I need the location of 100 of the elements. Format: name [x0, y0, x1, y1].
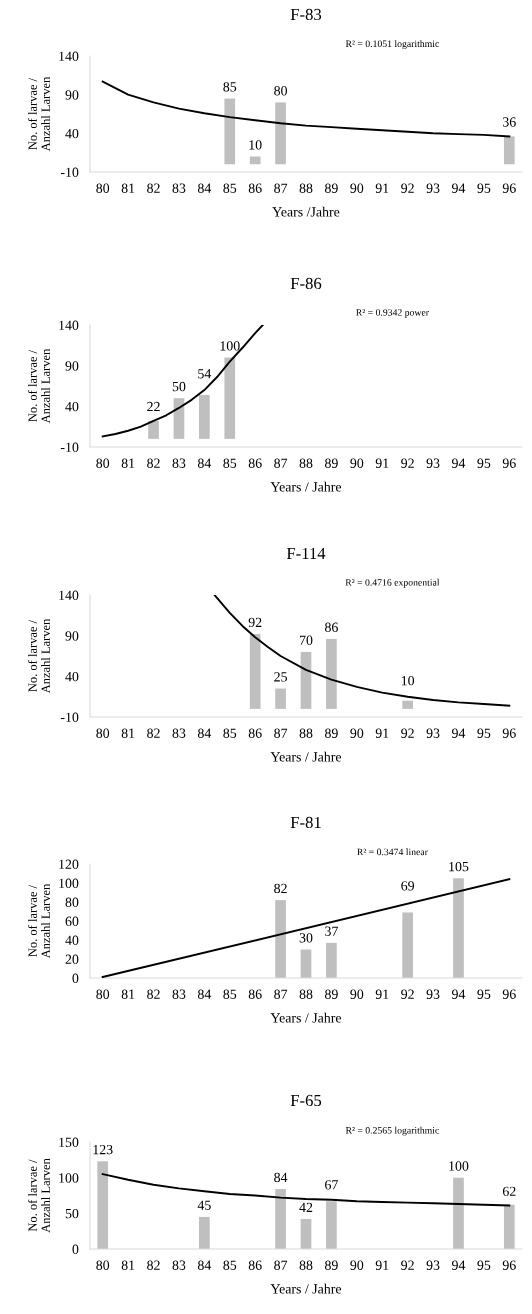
x-tick-label: 82: [147, 989, 160, 999]
x-tick-label: 86: [248, 183, 262, 193]
data-label: 67: [325, 1180, 338, 1190]
data-label: 100: [449, 1161, 469, 1171]
bar: [275, 1189, 286, 1249]
y-tick-label: 90: [65, 361, 79, 371]
x-tick-label: 83: [172, 728, 186, 738]
y-tick-label: 20: [65, 954, 79, 964]
data-label: 42: [299, 1202, 313, 1212]
x-tick-label: 89: [325, 183, 338, 193]
x-tick-label: 83: [172, 989, 186, 999]
x-tick-label: 85: [223, 1260, 237, 1270]
x-tick-label: 90: [350, 1260, 364, 1270]
bar: [224, 357, 236, 439]
x-tick-label: 80: [96, 728, 110, 738]
bar: [453, 878, 464, 978]
x-tick-label: 92: [401, 458, 414, 468]
chart-title: F-81: [290, 816, 321, 829]
y-axis-title: No. of larvae / Anzahl Larven: [27, 1158, 50, 1233]
data-label: 84: [274, 1172, 288, 1183]
chart-title: F-83: [290, 8, 322, 21]
y-axis-title: No. of larvae / Anzahl Larven: [27, 348, 50, 424]
x-tick-label: 80: [96, 458, 110, 468]
y-tick-label: 40: [65, 671, 79, 682]
x-tick-label: 91: [375, 458, 389, 468]
x-tick-label: 96: [502, 989, 516, 999]
x-tick-label: 89: [325, 728, 338, 738]
bar: [300, 1219, 312, 1249]
y-tick-label: 0: [72, 973, 79, 983]
x-tick-label: 92: [401, 989, 414, 999]
data-label: 85: [223, 82, 237, 92]
x-tick-label: 90: [350, 728, 364, 738]
bar: [453, 1177, 464, 1249]
data-label: 10: [401, 675, 415, 686]
x-tick-label: 96: [502, 1260, 516, 1270]
bar: [300, 651, 312, 709]
x-tick-label: 88: [299, 989, 313, 999]
bar: [249, 156, 261, 165]
data-label: 37: [325, 926, 338, 936]
x-tick-label: 88: [299, 1260, 313, 1270]
x-tick-label: 85: [223, 989, 237, 999]
x-tick-label: 87: [274, 728, 288, 738]
bar: [199, 1216, 210, 1249]
x-tick-label: 86: [248, 1260, 262, 1270]
x-tick-label: 94: [451, 989, 466, 999]
data-label: 82: [274, 883, 287, 894]
chart-title: F-86: [290, 277, 322, 290]
data-label: 62: [502, 1186, 516, 1196]
text: R² = 0.2565 logarithmic: [345, 1126, 439, 1136]
y-tick-label: -10: [60, 167, 79, 177]
x-tick-label: 89: [325, 458, 338, 468]
line-series: [101, 325, 264, 438]
x-axis-title: Years /Jahre: [272, 206, 340, 217]
bar: [199, 394, 210, 439]
x-tick-label: 90: [350, 183, 364, 193]
x-tick-label: 85: [223, 458, 237, 468]
data-label: 50: [172, 381, 186, 392]
data-label: 45: [197, 1200, 211, 1210]
data-label: 54: [198, 369, 212, 379]
y-tick-label: 40: [65, 128, 79, 139]
x-tick-label: 92: [401, 728, 414, 738]
y-tick-label: 40: [65, 935, 79, 945]
data-label: 86: [325, 622, 338, 632]
x-tick-label: 83: [172, 183, 186, 193]
bar: [97, 1161, 109, 1249]
x-axis-title: Years / Jahre: [270, 1283, 342, 1294]
x-tick-label: 95: [477, 458, 491, 468]
x-tick-label: 93: [426, 1260, 440, 1270]
y-tick-label: 140: [59, 590, 79, 600]
x-tick-label: 84: [197, 1260, 212, 1270]
x-tick-label: 94: [451, 183, 466, 193]
x-tick-label: 87: [274, 989, 288, 999]
x-axis-title: Years / Jahre: [270, 1012, 342, 1023]
bar: [503, 136, 515, 165]
data-label: 100: [220, 341, 240, 351]
x-tick-label: 81: [121, 989, 135, 999]
x-tick-label: 90: [350, 458, 364, 468]
bar: [148, 420, 159, 439]
data-label: 70: [299, 635, 313, 645]
x-tick-label: 81: [121, 458, 135, 468]
text: R² = 0.3474 linear: [357, 848, 428, 856]
line-series: [213, 595, 511, 707]
x-tick-label: 92: [401, 1260, 414, 1270]
data-label: 123: [93, 1144, 113, 1155]
bar: [503, 1204, 515, 1249]
x-tick-label: 81: [121, 1260, 135, 1270]
text: R² = 0.1051 logarithmic: [345, 40, 439, 50]
x-tick-label: 88: [299, 183, 313, 193]
data-label: 92: [248, 617, 262, 628]
x-tick-label: 80: [96, 989, 110, 999]
x-tick-label: 80: [96, 183, 110, 193]
x-tick-label: 94: [451, 728, 466, 738]
bar: [275, 900, 286, 978]
y-tick-label: 90: [65, 631, 79, 641]
bar: [249, 634, 261, 709]
x-tick-label: 94: [451, 1260, 466, 1270]
chart-title: F-114: [286, 547, 326, 559]
data-label: 22: [147, 401, 160, 412]
bar: [402, 912, 413, 978]
y-tick-label: 90: [65, 90, 79, 100]
